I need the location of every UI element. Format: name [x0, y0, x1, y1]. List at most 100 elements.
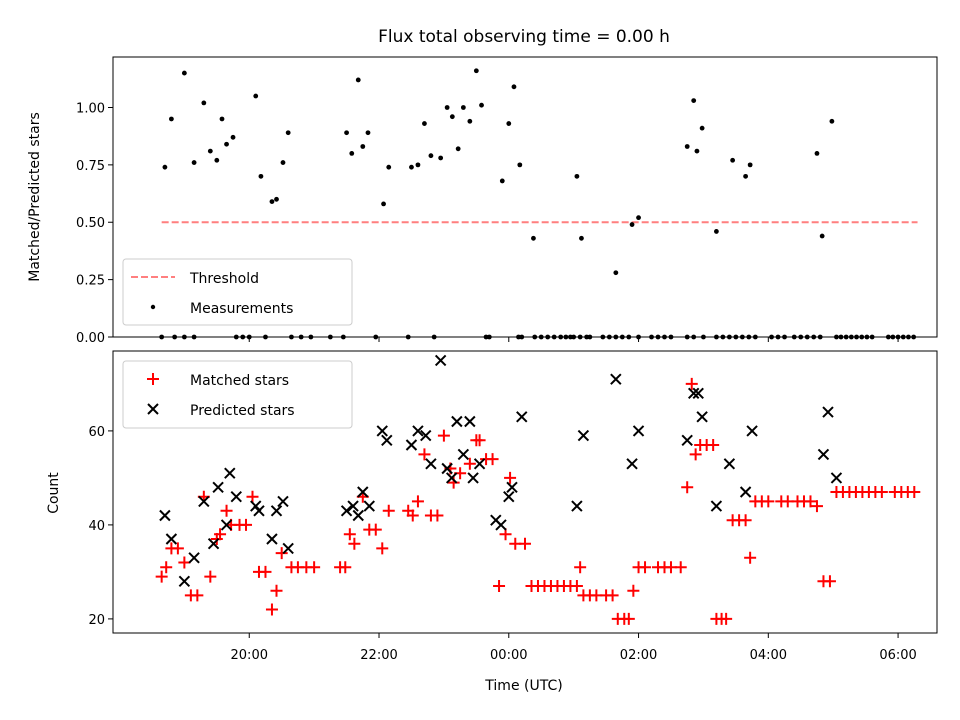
matched-star-point	[447, 476, 460, 489]
predicted-star-point	[376, 425, 388, 437]
matched-star-point	[739, 514, 752, 527]
predicted-star-point	[739, 486, 752, 498]
predicted-star-point	[441, 462, 453, 475]
predicted-star-point	[516, 411, 528, 423]
matched-star-point	[674, 561, 687, 574]
matched-star-point	[171, 542, 184, 555]
predicted-star-point	[230, 490, 242, 503]
bottom-axes-frame	[112, 350, 938, 634]
matched-star-point	[681, 481, 694, 494]
bottom-y-axis-label: Count	[46, 472, 62, 514]
matched-star-point	[875, 486, 888, 498]
predicted-star-point	[357, 486, 369, 498]
matched-star-point	[627, 584, 640, 597]
predicted-star-point	[503, 490, 515, 503]
measurement-point	[365, 130, 371, 136]
measurement-point	[201, 100, 207, 106]
measurement-point	[506, 121, 512, 126]
measurement-point	[253, 93, 259, 99]
measurement-point	[699, 125, 705, 131]
measurement-point	[814, 150, 820, 156]
matched-star-point	[214, 528, 227, 541]
measurement-point	[531, 235, 536, 241]
predicted-star-point	[405, 439, 418, 451]
measurement-point	[274, 196, 279, 202]
measurements-legend-label: Measurements	[190, 301, 293, 317]
matched-legend-label: Matched stars	[190, 373, 289, 389]
matched-star-point	[240, 518, 253, 531]
predicted-star-point	[817, 448, 830, 461]
measurement-point	[579, 235, 584, 241]
measurement-point	[455, 146, 461, 152]
measurement-point	[819, 233, 825, 239]
matched-star-point	[343, 528, 356, 541]
matched-star-point	[762, 495, 775, 508]
predicted-star-point	[159, 509, 171, 522]
measurement-point	[613, 270, 619, 276]
matched-star-point	[431, 509, 444, 522]
measurement-point	[636, 215, 641, 221]
matched-star-point	[369, 523, 382, 536]
matched-star-point	[463, 457, 476, 470]
measurement-point	[360, 144, 366, 149]
top-legend-frame	[122, 258, 353, 326]
measurement-point	[730, 157, 736, 163]
predicted-stars-series	[159, 354, 843, 588]
measurement-point	[460, 105, 466, 110]
matched-star-point	[178, 556, 191, 569]
top-y-tick-label: 0.25	[76, 274, 105, 289]
measurement-point	[511, 84, 517, 90]
predicted-star-point	[412, 425, 424, 437]
measurement-point	[381, 201, 386, 207]
predicted-star-point	[270, 505, 283, 517]
top-y-axis: 0.00 0.25 0.50 0.75 1.00	[76, 101, 113, 346]
predicted-star-point	[434, 354, 447, 367]
matched-star-point	[744, 551, 757, 564]
x-axis-label: Time (UTC)	[484, 678, 562, 694]
matched-star-point	[639, 561, 652, 574]
predicted-star-point	[571, 500, 583, 512]
predicted-star-point	[822, 406, 834, 418]
matched-star-point	[411, 495, 424, 508]
top-plot-area	[112, 56, 938, 340]
matched-star-point	[275, 547, 288, 560]
predicted-star-point	[710, 500, 723, 512]
measurement-point	[473, 68, 479, 74]
predicted-star-point	[381, 434, 393, 447]
matched-star-point	[382, 504, 395, 517]
bottom-x-axis: 20:00 22:00 00:00 02:00 04:00 06:00	[231, 633, 917, 663]
measurement-point	[684, 144, 690, 149]
bottom-x-tick-label: 06:00	[879, 648, 916, 663]
top-measurements-series	[159, 68, 917, 340]
measurement-point	[285, 130, 291, 136]
matched-stars-series	[155, 377, 921, 625]
measurement-point	[207, 148, 213, 154]
matched-star-point	[160, 561, 173, 574]
predicted-star-point	[464, 415, 476, 428]
matched-star-point	[574, 561, 587, 574]
predicted-star-point	[473, 458, 486, 470]
matched-star-point	[259, 565, 272, 578]
predicted-star-point	[198, 495, 210, 508]
predicted-star-point	[266, 533, 278, 545]
top-y-tick-label: 0.50	[76, 216, 105, 231]
predicted-star-point	[178, 575, 191, 588]
top-y-axis-label: Matched/Predicted stars	[27, 112, 43, 282]
predicted-star-point	[165, 533, 178, 545]
matched-star-point	[810, 500, 823, 513]
measurement-point	[258, 173, 264, 179]
matched-star-point	[473, 434, 486, 447]
matched-star-point	[622, 612, 635, 625]
predicted-star-point	[610, 373, 622, 385]
predicted-star-point	[363, 500, 375, 512]
predicted-star-point	[696, 411, 708, 423]
matched-star-point	[437, 429, 450, 442]
matched-star-point	[220, 504, 233, 517]
predicted-star-point	[445, 472, 458, 484]
predicted-legend-swatch	[147, 403, 159, 415]
predicted-star-point	[340, 505, 353, 517]
matched-star-point	[504, 471, 517, 484]
measurement-point	[743, 173, 748, 179]
predicted-star-point	[495, 519, 507, 531]
matched-star-point	[204, 570, 217, 583]
